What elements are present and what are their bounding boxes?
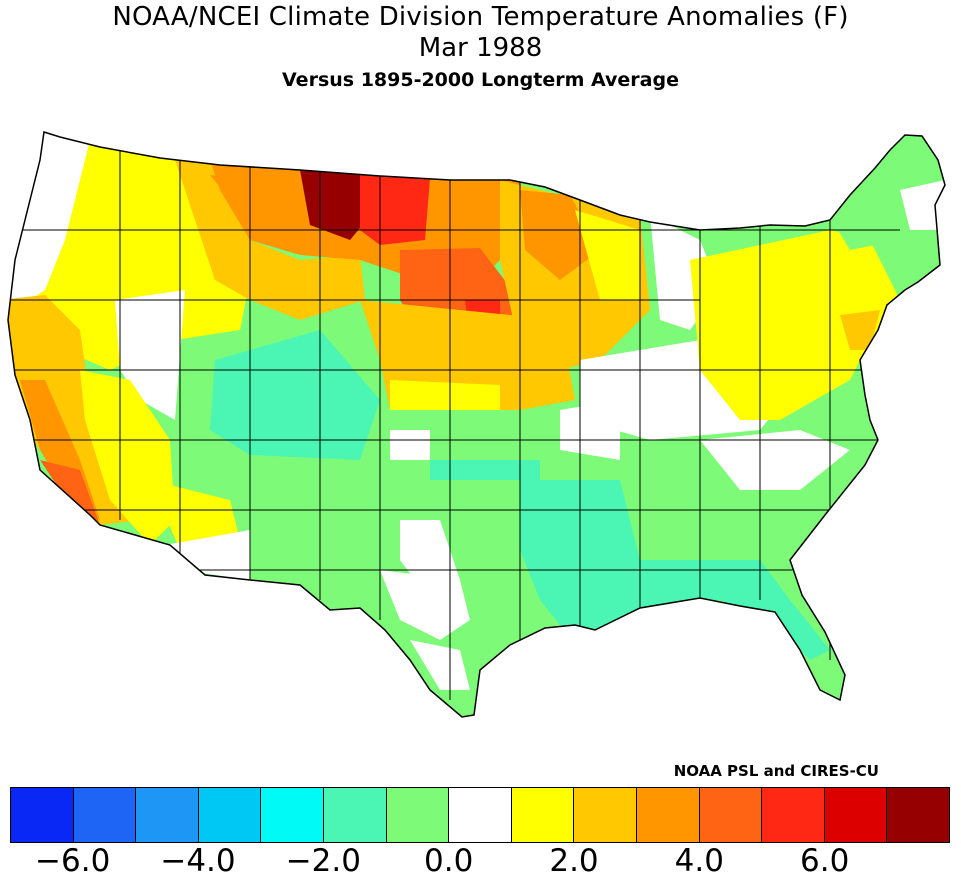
legend-swatch: [136, 788, 199, 842]
legend-tick-label: 2.0: [549, 843, 599, 879]
region-texas-south-central: [380, 570, 470, 640]
color-legend: [10, 787, 950, 843]
region-southern-california: [40, 460, 100, 525]
legend-swatch: [261, 788, 324, 842]
region-kansas-south: [390, 380, 500, 410]
legend-tick-label: 6.0: [800, 843, 850, 879]
legend-swatch: [198, 788, 262, 842]
map-title: NOAA/NCEI Climate Division Temperature A…: [112, 2, 849, 32]
us-anomaly-map: [7, 131, 946, 718]
legend-swatch: [73, 788, 137, 842]
region-central-rockies: [210, 330, 380, 460]
legend-swatch: [699, 788, 763, 842]
legend-tick-label: 0.0: [424, 843, 474, 879]
region-wisconsin: [575, 210, 640, 300]
region-nevada-south: [80, 370, 175, 545]
region-north-dakota: [360, 175, 430, 245]
region-oklahoma-band: [430, 460, 540, 480]
legend-tick-label: −6.0: [35, 843, 111, 879]
region-montana-east: [300, 170, 375, 240]
legend-swatch: [887, 788, 949, 842]
region-texas-south: [410, 640, 470, 690]
map-subtitle: Versus 1895-2000 Longterm Average: [282, 69, 679, 91]
legend-swatch: [386, 788, 450, 842]
region-missouri-south: [560, 400, 620, 460]
region-oklahoma-panhandle: [390, 430, 430, 460]
legend-swatch: [449, 788, 512, 842]
region-northeast: [690, 230, 900, 420]
region-new-jersey: [840, 310, 880, 350]
credit-label: NOAA PSL and CIRES-CU: [673, 762, 879, 780]
legend-swatch: [762, 788, 825, 842]
legend-swatch: [636, 788, 700, 842]
legend-swatch: [11, 788, 74, 842]
legend-swatch: [574, 788, 637, 842]
legend-tick-label: −4.0: [160, 843, 236, 879]
legend-tick-label: 4.0: [674, 843, 724, 879]
legend-swatch: [824, 788, 888, 842]
region-maine-coast: [900, 180, 945, 230]
legend-tick-label: −2.0: [285, 843, 361, 879]
legend-swatch: [323, 788, 387, 842]
legend-swatch: [511, 788, 575, 842]
region-appalachia: [700, 430, 850, 490]
map-date: Mar 1988: [418, 33, 543, 63]
region-arizona-south: [150, 480, 240, 550]
region-northern-rockies: [175, 160, 365, 320]
us-outline: [7, 131, 946, 718]
